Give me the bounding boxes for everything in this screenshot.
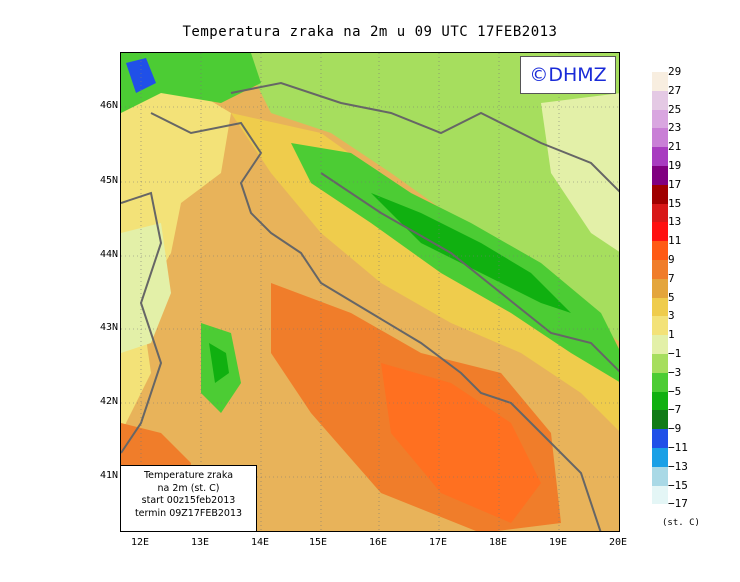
legend-swatch [652, 184, 668, 204]
lat-label-41n: 41N [99, 470, 118, 481]
legend-label: 27 [668, 83, 682, 97]
legend-label: 19 [668, 159, 682, 172]
legend-label: 17 [668, 177, 682, 191]
dhmz-logo: ©DHMZ [520, 56, 616, 94]
legend-swatch [652, 165, 668, 185]
legend-swatch [652, 109, 668, 129]
lon-label-18e: 18E [488, 537, 508, 548]
lon-label-13e: 13E [190, 537, 210, 548]
legend-swatch [652, 447, 668, 467]
lon-label-19e: 19E [548, 537, 568, 548]
lat-label-44n: 44N [99, 249, 118, 260]
legend-swatch [652, 259, 668, 279]
legend-swatch [652, 316, 668, 336]
legend-label: −7 [668, 403, 682, 417]
legend-label: −1 [668, 347, 682, 360]
coastline [150, 112, 602, 531]
legend-swatch [652, 278, 668, 298]
legend-swatch [652, 485, 668, 505]
legend-label: 13 [668, 215, 682, 229]
graticule [121, 53, 619, 531]
legend-swatch [652, 128, 668, 148]
inland-cool-zone [241, 53, 619, 342]
legend-swatch [652, 241, 668, 260]
inland-border [320, 172, 619, 373]
legend-swatch [652, 90, 668, 110]
legend-label: −9 [668, 422, 682, 436]
legend-label: −13 [668, 459, 688, 473]
legend-label: 21 [668, 140, 682, 154]
legend-swatch [652, 203, 668, 223]
legend-label: −15 [668, 478, 688, 492]
legend-label: −17 [668, 497, 688, 511]
legend-label: 1 [668, 328, 675, 342]
info-line-3: start 00z15feb2013 [141, 495, 236, 506]
temperature-map: ©DHMZ Temperature zraka na 2m (st. C) st… [120, 52, 620, 532]
alps-zone [121, 53, 261, 113]
legend-label: −3 [668, 365, 682, 379]
lon-label-12e: 12E [130, 537, 150, 548]
lon-label-15e: 15E [308, 537, 328, 548]
legend-label: 23 [668, 121, 682, 135]
legend-label: 5 [668, 290, 675, 304]
legend-swatch [652, 466, 668, 486]
pannonian-zone [541, 93, 619, 252]
legend-label: 11 [668, 234, 682, 248]
legend-label: −5 [668, 384, 682, 398]
legend-swatch [652, 410, 668, 430]
lat-label-45n: 45N [99, 175, 118, 186]
legend-swatch [652, 391, 668, 411]
legend-swatch [652, 372, 668, 392]
legend-label: −11 [668, 441, 688, 454]
national-border [230, 81, 619, 193]
lon-label-16e: 16E [368, 537, 388, 548]
lat-label-43n: 43N [99, 322, 118, 333]
legend-swatch [652, 147, 668, 166]
legend-label: 15 [668, 196, 682, 210]
legend-label: 25 [668, 102, 682, 116]
lon-label-20e: 20E [608, 537, 628, 548]
legend-swatch [652, 353, 668, 373]
italy-coast-zone [121, 83, 231, 433]
legend-label: 29 [668, 65, 682, 78]
lon-label-17e: 17E [428, 537, 448, 548]
legend-label: 9 [668, 253, 675, 266]
lat-label-42n: 42N [99, 396, 118, 407]
info-line-4: termin 09Z17FEB2013 [134, 507, 243, 519]
legend-swatch [652, 72, 668, 91]
dinaric-core-zone [371, 193, 571, 313]
lon-label-14e: 14E [250, 537, 270, 548]
temperature-field [121, 53, 619, 531]
info-line-2: na 2m (st. C) [157, 482, 220, 494]
apennine-core-zone [209, 343, 229, 383]
forecast-info-box: Temperature zraka na 2m (st. C) start 00… [121, 465, 257, 531]
legend-swatch [652, 429, 668, 448]
legend-swatch [652, 297, 668, 317]
legend-label: 7 [668, 271, 675, 285]
lat-label-46n: 46N [99, 100, 118, 111]
info-line-1: Temperature zraka [143, 470, 234, 481]
legend-unit: (st. C) [662, 518, 700, 528]
alps-cold-spot [126, 58, 156, 93]
legend-swatch [652, 335, 668, 354]
italy-coastline [121, 191, 163, 454]
legend-label: 3 [668, 309, 675, 323]
color-legend [652, 72, 668, 505]
map-title: Temperatura zraka na 2m u 09 UTC 17FEB20… [182, 24, 558, 40]
legend-swatch [652, 222, 668, 242]
